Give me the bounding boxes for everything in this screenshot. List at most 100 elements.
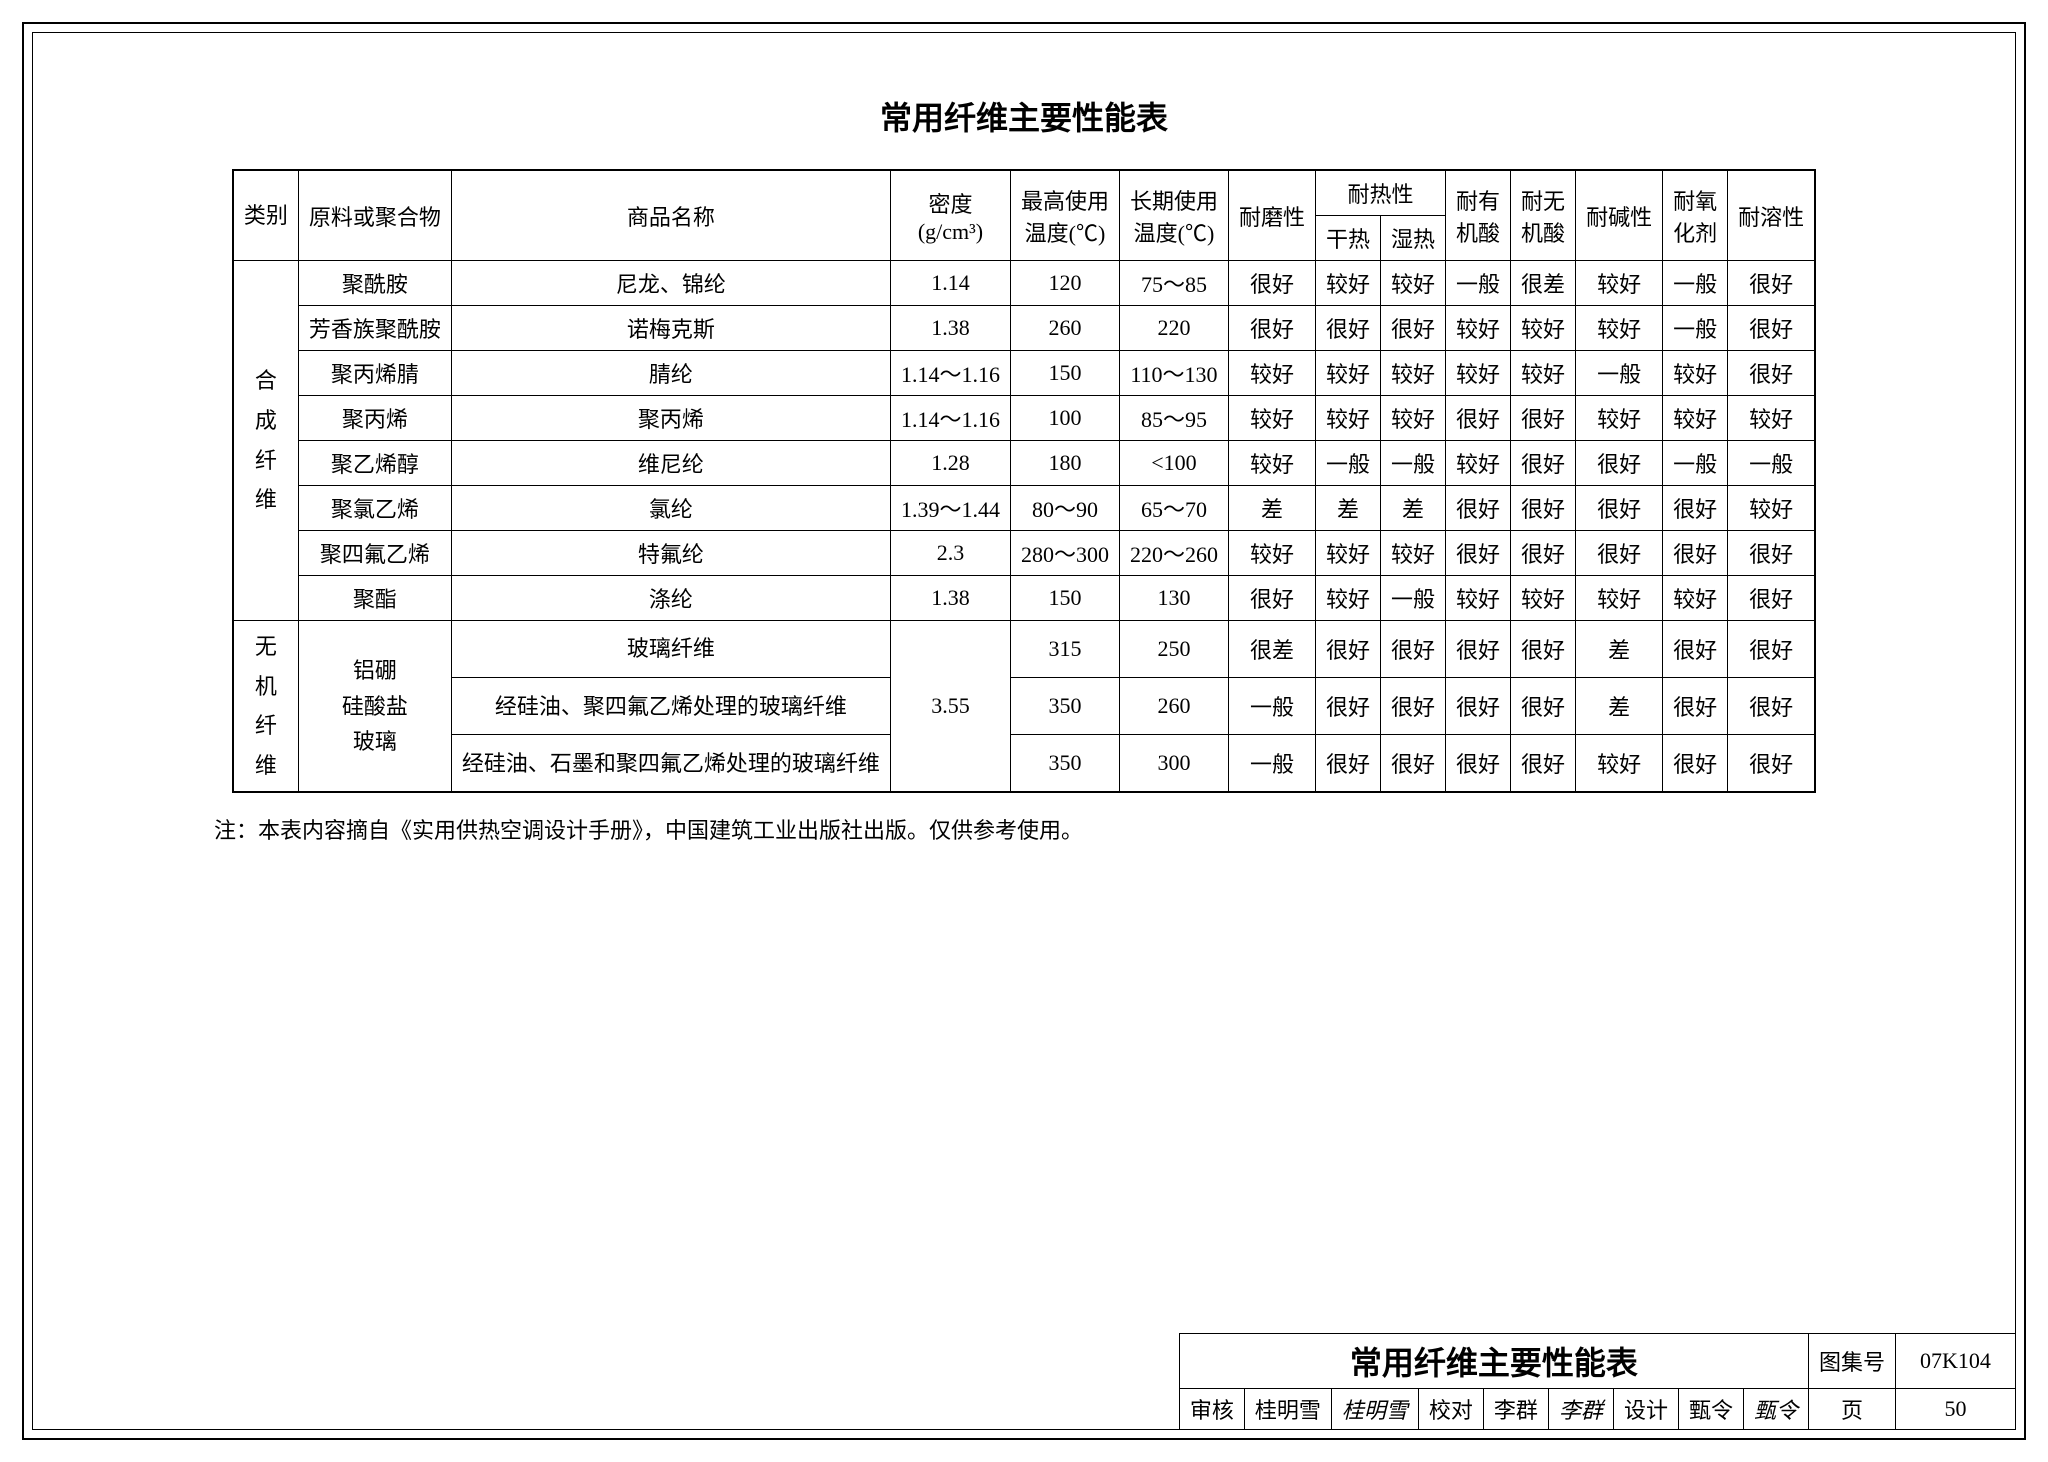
col-abrasion: 耐磨性 xyxy=(1228,170,1315,261)
table-cell: 150 xyxy=(1010,576,1119,621)
table-cell: 较好 xyxy=(1381,261,1446,306)
table-cell: 较好 xyxy=(1316,261,1381,306)
table-cell: 很好 xyxy=(1663,531,1728,576)
table-cell: 280～300 xyxy=(1010,531,1119,576)
table-cell: 聚氯乙烯 xyxy=(298,486,451,531)
outer-frame: 常用纤维主要性能表 类别 原料或聚合物 商品名称 密度 (g/cm³) 最高使用… xyxy=(22,22,2026,1440)
table-cell: 玻璃纤维 xyxy=(451,621,890,678)
table-body: 合成纤维聚酰胺尼龙、锦纶1.1412075～85很好较好较好一般很差较好一般很好… xyxy=(233,261,1815,793)
col-solvent: 耐溶性 xyxy=(1728,170,1816,261)
table-cell: 差 xyxy=(1576,621,1663,678)
table-row: 聚四氟乙烯特氟纶2.3280～300220～260较好较好较好很好很好很好很好很… xyxy=(233,531,1815,576)
sheji-label: 设计 xyxy=(1613,1389,1678,1430)
table-cell: 聚四氟乙烯 xyxy=(298,531,451,576)
sheji-sig: 甄令 xyxy=(1743,1389,1808,1430)
tuji-label: 图集号 xyxy=(1808,1334,1895,1389)
table-cell: 很差 xyxy=(1228,621,1315,678)
table-cell: 一般 xyxy=(1228,678,1315,735)
table-row: 合成纤维聚酰胺尼龙、锦纶1.1412075～85很好较好较好一般很差较好一般很好 xyxy=(233,261,1815,306)
table-cell: 一般 xyxy=(1228,735,1315,793)
table-cell: 1.38 xyxy=(890,306,1010,351)
table-cell: 差 xyxy=(1576,678,1663,735)
col-orgacid: 耐有机酸 xyxy=(1446,170,1511,261)
table-cell: 特氟纶 xyxy=(451,531,890,576)
col-name: 商品名称 xyxy=(451,170,890,261)
table-cell: 很好 xyxy=(1728,351,1816,396)
table-cell: 较好 xyxy=(1511,351,1576,396)
table-cell: 较好 xyxy=(1316,396,1381,441)
table-cell: 很好 xyxy=(1576,531,1663,576)
sheji-name: 甄令 xyxy=(1678,1389,1743,1430)
table-cell: 很好 xyxy=(1728,261,1816,306)
jiaodui-name: 李群 xyxy=(1483,1389,1548,1430)
page-value: 50 xyxy=(1896,1389,2016,1430)
title-block: 常用纤维主要性能表 图集号 07K104 审核 桂明雪 桂明雪 校对 李群 李群… xyxy=(1179,1333,2016,1430)
table-cell: 差 xyxy=(1228,486,1315,531)
table-row: 聚丙烯腈腈纶1.14～1.16150110～130较好较好较好较好较好一般较好很… xyxy=(233,351,1815,396)
col-heat-dry: 干热 xyxy=(1316,216,1381,261)
inorganic-material: 铝硼硅酸盐玻璃 xyxy=(298,621,451,793)
table-cell: 很好 xyxy=(1381,678,1446,735)
col-oxidizer: 耐氧化剂 xyxy=(1663,170,1728,261)
category-inorganic: 无机纤维 xyxy=(233,621,299,793)
table-cell: 一般 xyxy=(1728,441,1816,486)
table-row: 聚乙烯醇维尼纶1.28180<100较好一般一般较好很好很好一般一般 xyxy=(233,441,1815,486)
table-cell: 尼龙、锦纶 xyxy=(451,261,890,306)
table-row: 聚氯乙烯氯纶1.39～1.4480～9065～70差差差很好很好很好很好较好 xyxy=(233,486,1815,531)
col-longtemp: 长期使用温度(℃) xyxy=(1119,170,1228,261)
table-cell: 很好 xyxy=(1316,621,1381,678)
table-cell: 很好 xyxy=(1228,576,1315,621)
table-cell: 较好 xyxy=(1576,261,1663,306)
table-cell: 1.14～1.16 xyxy=(890,351,1010,396)
table-cell: 较好 xyxy=(1576,306,1663,351)
table-cell: 较好 xyxy=(1316,576,1381,621)
table-cell: 很好 xyxy=(1663,678,1728,735)
table-cell: 很好 xyxy=(1446,735,1511,793)
table-cell: 220 xyxy=(1119,306,1228,351)
table-cell: 250 xyxy=(1119,621,1228,678)
table-cell: 聚丙烯 xyxy=(451,396,890,441)
footer-title: 常用纤维主要性能表 xyxy=(1179,1334,1808,1389)
table-cell: 130 xyxy=(1119,576,1228,621)
table-cell: 很好 xyxy=(1728,621,1816,678)
table-cell: 一般 xyxy=(1576,351,1663,396)
table-cell: 75～85 xyxy=(1119,261,1228,306)
table-cell: 较好 xyxy=(1446,441,1511,486)
col-heat-wet: 湿热 xyxy=(1381,216,1446,261)
table-cell: 350 xyxy=(1010,678,1119,735)
table-cell: 较好 xyxy=(1663,576,1728,621)
table-cell: 很好 xyxy=(1228,306,1315,351)
table-cell: 一般 xyxy=(1381,576,1446,621)
table-cell: 较好 xyxy=(1228,441,1315,486)
table-cell: 180 xyxy=(1010,441,1119,486)
table-cell: 较好 xyxy=(1381,531,1446,576)
table-cell: 350 xyxy=(1010,735,1119,793)
table-cell: 较好 xyxy=(1446,306,1511,351)
table-cell: 聚乙烯醇 xyxy=(298,441,451,486)
table-cell: 芳香族聚酰胺 xyxy=(298,306,451,351)
table-cell: 300 xyxy=(1119,735,1228,793)
table-cell: 80～90 xyxy=(1010,486,1119,531)
table-cell: 很好 xyxy=(1511,486,1576,531)
table-cell: 较好 xyxy=(1728,486,1816,531)
table-cell: 120 xyxy=(1010,261,1119,306)
table-cell: 260 xyxy=(1119,678,1228,735)
table-cell: 较好 xyxy=(1316,531,1381,576)
table-cell: 很好 xyxy=(1728,678,1816,735)
shenhe-sig: 桂明雪 xyxy=(1331,1389,1418,1430)
table-cell: 很好 xyxy=(1446,678,1511,735)
table-row: 无机纤维铝硼硅酸盐玻璃玻璃纤维3.55315250很差很好很好很好很好差很好很好 xyxy=(233,621,1815,678)
table-cell: 260 xyxy=(1010,306,1119,351)
table-cell: 经硅油、石墨和聚四氟乙烯处理的玻璃纤维 xyxy=(451,735,890,793)
table-cell: 很好 xyxy=(1316,735,1381,793)
table-cell: 较好 xyxy=(1511,576,1576,621)
table-cell: 较好 xyxy=(1228,396,1315,441)
table-cell: 腈纶 xyxy=(451,351,890,396)
inner-frame: 常用纤维主要性能表 类别 原料或聚合物 商品名称 密度 (g/cm³) 最高使用… xyxy=(32,32,2016,1430)
col-material: 原料或聚合物 xyxy=(298,170,451,261)
table-cell: 较好 xyxy=(1446,576,1511,621)
fiber-table: 类别 原料或聚合物 商品名称 密度 (g/cm³) 最高使用温度(℃) 长期使用… xyxy=(232,169,1816,793)
table-cell: 很好 xyxy=(1511,396,1576,441)
table-cell: 2.3 xyxy=(890,531,1010,576)
table-cell: 很好 xyxy=(1381,306,1446,351)
